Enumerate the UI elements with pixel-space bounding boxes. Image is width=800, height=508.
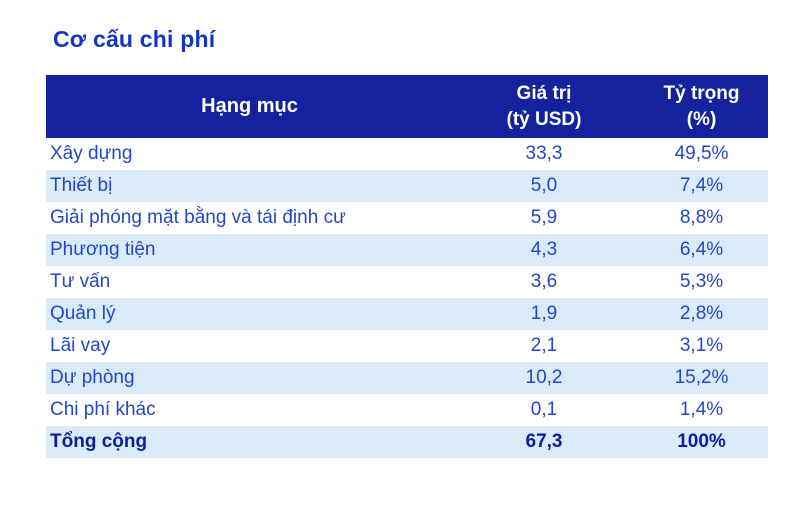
table-header-row: Hạng mục Giá trị (tỷ USD) Tỷ trọng (%) bbox=[46, 75, 768, 138]
total-value: 67,3 bbox=[525, 431, 563, 452]
row-share: 15,2% bbox=[674, 367, 729, 388]
column-header-value: Giá trị (tỷ USD) bbox=[453, 75, 635, 138]
row-value: 1,9 bbox=[530, 303, 558, 324]
row-share: 49,5% bbox=[674, 143, 729, 164]
row-label: Thiết bị bbox=[50, 175, 113, 196]
table-row: Chi phí khác 0,1 1,4% bbox=[46, 394, 768, 426]
row-label: Phương tiện bbox=[50, 239, 156, 260]
column-header-share: Tỷ trọng (%) bbox=[635, 75, 768, 138]
column-header-value-line2: (tỷ USD) bbox=[506, 108, 582, 130]
row-value: 33,3 bbox=[525, 143, 563, 164]
cost-structure-table: Hạng mục Giá trị (tỷ USD) Tỷ trọng (%) X… bbox=[46, 75, 768, 458]
column-header-value-line1: Giá trị bbox=[516, 82, 572, 104]
table-row: Quản lý 1,9 2,8% bbox=[46, 298, 768, 330]
total-label: Tổng cộng bbox=[50, 431, 148, 452]
total-share: 100% bbox=[677, 431, 726, 452]
page-title: Cơ cấu chi phí bbox=[53, 26, 216, 52]
row-label: Quản lý bbox=[50, 303, 116, 324]
table-row: Tư vấn 3,6 5,3% bbox=[46, 266, 768, 298]
row-value: 4,3 bbox=[530, 239, 558, 260]
table-row: Thiết bị 5,0 7,4% bbox=[46, 170, 768, 202]
row-label: Giải phóng mặt bằng và tái định cư bbox=[50, 207, 346, 228]
row-share: 7,4% bbox=[679, 175, 724, 196]
row-value: 5,0 bbox=[530, 175, 558, 196]
row-label: Tư vấn bbox=[50, 271, 111, 292]
row-value: 0,1 bbox=[530, 399, 558, 420]
row-share: 8,8% bbox=[679, 207, 724, 228]
row-share: 1,4% bbox=[679, 399, 724, 420]
row-label: Dự phòng bbox=[50, 367, 135, 388]
table-row: Lãi vay 2,1 3,1% bbox=[46, 330, 768, 362]
column-header-share-line1: Tỷ trọng bbox=[663, 82, 740, 104]
table-row: Giải phóng mặt bằng và tái định cư 5,9 8… bbox=[46, 202, 768, 234]
row-label: Chi phí khác bbox=[50, 399, 156, 420]
row-value: 3,6 bbox=[530, 271, 558, 292]
table-row: Phương tiện 4,3 6,4% bbox=[46, 234, 768, 266]
row-share: 3,1% bbox=[679, 335, 724, 356]
row-value: 5,9 bbox=[530, 207, 558, 228]
column-header-share-line2: (%) bbox=[686, 108, 717, 130]
row-share: 2,8% bbox=[679, 303, 724, 324]
row-value: 10,2 bbox=[525, 367, 563, 388]
row-value: 2,1 bbox=[530, 335, 558, 356]
column-header-item: Hạng mục bbox=[201, 95, 298, 117]
row-share: 5,3% bbox=[679, 271, 724, 292]
row-label: Lãi vay bbox=[50, 335, 111, 356]
table-row: Xây dựng 33,3 49,5% bbox=[46, 138, 768, 170]
table-row: Dự phòng 10,2 15,2% bbox=[46, 362, 768, 394]
table-total-row: Tổng cộng 67,3 100% bbox=[46, 426, 768, 458]
row-share: 6,4% bbox=[679, 239, 724, 260]
row-label: Xây dựng bbox=[50, 143, 133, 164]
